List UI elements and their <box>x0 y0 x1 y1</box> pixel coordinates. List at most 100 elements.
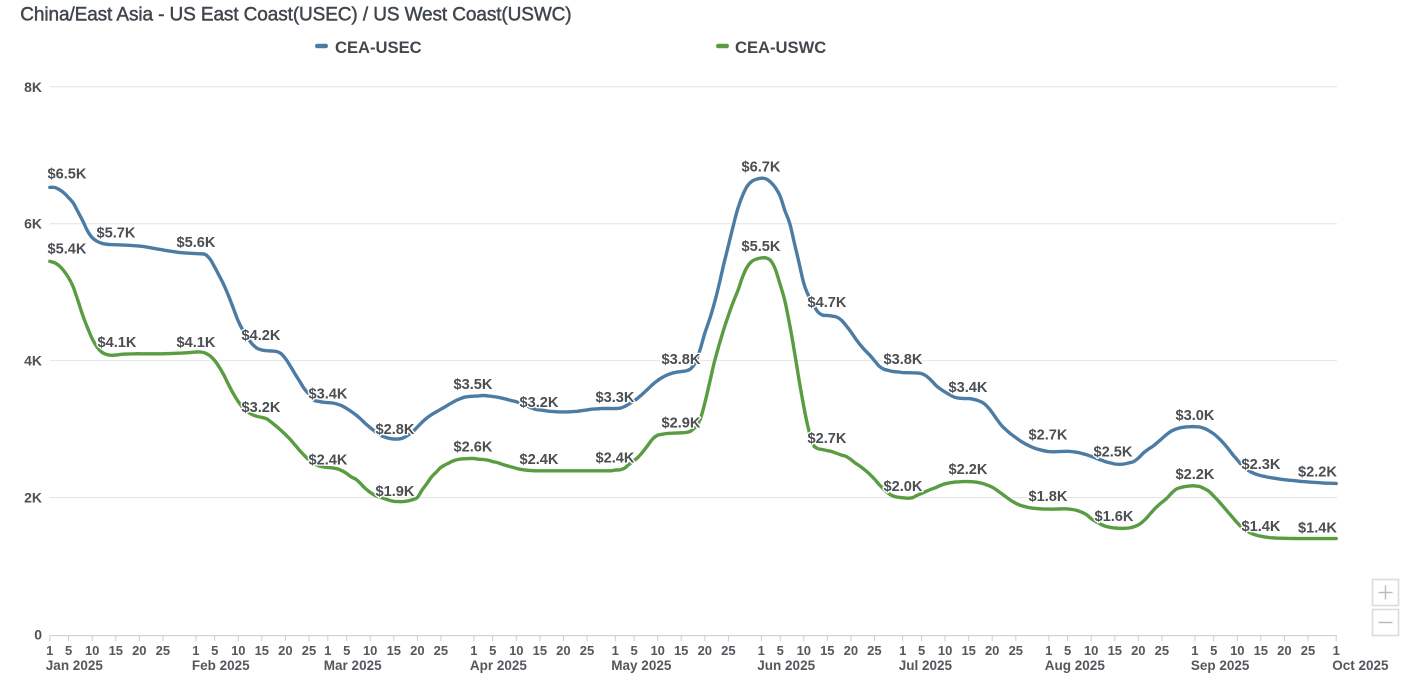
svg-text:$2.2K: $2.2K <box>1298 465 1337 481</box>
svg-text:$2.7K: $2.7K <box>1029 428 1068 444</box>
svg-text:15: 15 <box>674 643 688 658</box>
svg-text:Sep 2025: Sep 2025 <box>1191 658 1250 673</box>
svg-text:$1.4K: $1.4K <box>1298 521 1337 537</box>
svg-text:$3.2K: $3.2K <box>520 395 559 411</box>
svg-text:10: 10 <box>231 643 245 658</box>
svg-text:25: 25 <box>721 643 735 658</box>
svg-text:6K: 6K <box>24 216 42 232</box>
svg-text:25: 25 <box>580 643 594 658</box>
svg-text:$2.3K: $2.3K <box>1242 457 1281 473</box>
svg-text:5: 5 <box>1210 643 1217 658</box>
svg-text:10: 10 <box>1230 643 1244 658</box>
svg-text:15: 15 <box>255 643 269 658</box>
svg-text:5: 5 <box>489 643 496 658</box>
svg-text:$2.4K: $2.4K <box>309 453 348 469</box>
svg-text:$6.7K: $6.7K <box>742 160 781 176</box>
svg-text:20: 20 <box>278 643 292 658</box>
svg-text:$3.8K: $3.8K <box>884 352 923 368</box>
svg-text:15: 15 <box>1108 643 1122 658</box>
svg-text:$2.6K: $2.6K <box>454 440 493 456</box>
svg-text:20: 20 <box>410 643 424 658</box>
svg-text:$4.2K: $4.2K <box>242 328 281 344</box>
svg-text:$3.8K: $3.8K <box>662 352 701 368</box>
svg-text:5: 5 <box>777 643 784 658</box>
svg-text:May 2025: May 2025 <box>611 658 672 673</box>
svg-text:15: 15 <box>109 643 123 658</box>
svg-text:$5.5K: $5.5K <box>742 239 781 255</box>
svg-text:1: 1 <box>899 643 906 658</box>
svg-text:$3.4K: $3.4K <box>949 380 988 396</box>
svg-text:25: 25 <box>1155 643 1169 658</box>
svg-text:15: 15 <box>533 643 547 658</box>
svg-text:$4.7K: $4.7K <box>808 295 847 311</box>
svg-text:20: 20 <box>1277 643 1291 658</box>
svg-text:$2.0K: $2.0K <box>884 479 923 495</box>
svg-text:Jan 2025: Jan 2025 <box>46 658 104 673</box>
svg-text:5: 5 <box>630 643 637 658</box>
svg-text:1: 1 <box>324 643 331 658</box>
svg-text:$4.1K: $4.1K <box>98 335 137 351</box>
svg-text:20: 20 <box>132 643 146 658</box>
svg-text:CEA-USWC: CEA-USWC <box>735 38 826 57</box>
svg-text:1: 1 <box>1045 643 1052 658</box>
svg-text:Apr 2025: Apr 2025 <box>470 658 528 673</box>
svg-text:1: 1 <box>1333 643 1340 658</box>
svg-text:5: 5 <box>343 643 350 658</box>
svg-text:15: 15 <box>1254 643 1268 658</box>
svg-text:$2.2K: $2.2K <box>949 462 988 478</box>
svg-text:10: 10 <box>509 643 523 658</box>
svg-text:20: 20 <box>698 643 712 658</box>
svg-text:25: 25 <box>1301 643 1315 658</box>
svg-text:1: 1 <box>46 643 53 658</box>
svg-text:$3.2K: $3.2K <box>242 400 281 416</box>
svg-text:1: 1 <box>1191 643 1198 658</box>
svg-text:4K: 4K <box>24 353 42 369</box>
svg-text:China/East Asia - US East Coas: China/East Asia - US East Coast(USEC) / … <box>20 5 571 26</box>
svg-text:CEA-USEC: CEA-USEC <box>335 38 422 57</box>
svg-text:25: 25 <box>156 643 170 658</box>
svg-text:15: 15 <box>387 643 401 658</box>
svg-text:Feb 2025: Feb 2025 <box>192 658 250 673</box>
svg-text:0: 0 <box>34 626 42 642</box>
svg-text:10: 10 <box>1084 643 1098 658</box>
svg-text:5: 5 <box>65 643 72 658</box>
svg-text:$3.5K: $3.5K <box>454 377 493 393</box>
svg-text:$1.6K: $1.6K <box>1095 509 1134 525</box>
svg-text:$2.2K: $2.2K <box>1176 467 1215 483</box>
svg-text:$5.6K: $5.6K <box>177 235 216 251</box>
svg-text:8K: 8K <box>24 79 42 95</box>
svg-text:20: 20 <box>844 643 858 658</box>
svg-text:15: 15 <box>961 643 975 658</box>
svg-text:10: 10 <box>938 643 952 658</box>
svg-text:5: 5 <box>1064 643 1071 658</box>
svg-text:10: 10 <box>85 643 99 658</box>
svg-text:$5.7K: $5.7K <box>97 226 136 242</box>
svg-text:10: 10 <box>650 643 664 658</box>
svg-text:$2.7K: $2.7K <box>808 431 847 447</box>
svg-text:$5.4K: $5.4K <box>48 242 87 258</box>
svg-text:Mar 2025: Mar 2025 <box>324 658 382 673</box>
svg-text:$3.0K: $3.0K <box>1176 408 1215 424</box>
svg-text:25: 25 <box>1009 643 1023 658</box>
svg-text:5: 5 <box>211 643 218 658</box>
svg-text:$1.4K: $1.4K <box>1242 519 1281 535</box>
svg-text:20: 20 <box>556 643 570 658</box>
svg-text:1: 1 <box>192 643 199 658</box>
svg-text:1: 1 <box>470 643 477 658</box>
svg-text:Aug 2025: Aug 2025 <box>1045 658 1106 673</box>
svg-text:$2.9K: $2.9K <box>662 416 701 432</box>
svg-text:10: 10 <box>797 643 811 658</box>
svg-text:$2.4K: $2.4K <box>596 451 635 467</box>
svg-text:$2.5K: $2.5K <box>1094 445 1133 461</box>
svg-text:10: 10 <box>363 643 377 658</box>
svg-text:$1.9K: $1.9K <box>376 484 415 500</box>
svg-text:Jun 2025: Jun 2025 <box>757 658 815 673</box>
svg-text:$4.1K: $4.1K <box>177 335 216 351</box>
svg-text:25: 25 <box>867 643 881 658</box>
svg-text:$3.4K: $3.4K <box>309 387 348 403</box>
svg-text:$1.8K: $1.8K <box>1029 489 1068 505</box>
svg-text:5: 5 <box>918 643 925 658</box>
svg-text:15: 15 <box>820 643 834 658</box>
svg-text:2K: 2K <box>24 490 42 506</box>
svg-text:Jul 2025: Jul 2025 <box>899 658 953 673</box>
